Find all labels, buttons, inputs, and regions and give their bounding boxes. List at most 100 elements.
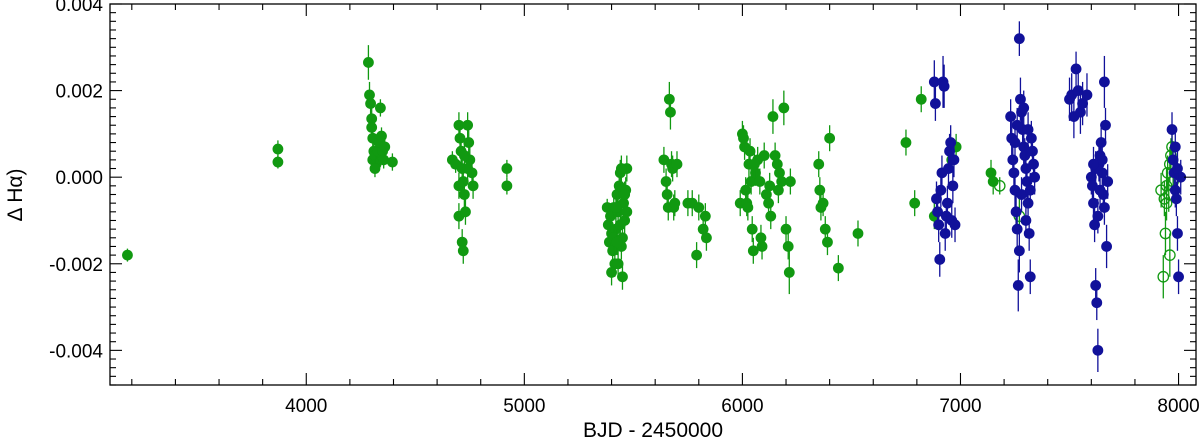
data-point [742,202,754,213]
data-point [758,150,770,161]
data-point [949,219,961,231]
data-point [1010,206,1022,218]
data-point [1094,184,1106,196]
data-point [778,102,790,114]
data-point [852,228,864,239]
data-point [462,163,474,174]
data-point [767,111,779,122]
data-point [462,119,474,131]
data-point [454,132,466,144]
data-point [930,98,941,109]
data-point [1029,171,1041,183]
data-point [671,158,683,170]
data-point [663,93,675,105]
data-point [1091,297,1103,309]
data-point [933,219,945,231]
data-point [1169,184,1181,196]
data-point [745,176,757,187]
data-point [738,132,749,144]
data-point [1024,271,1036,283]
data-point [944,145,955,157]
data-point [1099,202,1110,213]
data-point [1081,89,1093,101]
data-point [824,132,836,144]
data-point [817,197,829,209]
data-point [1088,197,1099,209]
data-point [378,154,390,166]
data-point [467,180,479,192]
data-point [948,154,960,166]
data-point [755,232,767,244]
x-tick-label: 7000 [939,396,981,417]
data-point [693,202,705,213]
data-point [754,176,766,187]
data-point [832,262,844,274]
data-point [1013,245,1025,257]
data-point [928,76,940,88]
data-point [606,267,617,278]
data-point [1172,228,1183,239]
data-point [699,210,711,222]
data-point [763,197,774,209]
data-point [1011,119,1023,131]
data-point [122,249,133,261]
axis-ticks: 4000 5000 6000 7000 8000 0.004 0.002 0.000 -0.00… [49,0,1200,417]
data-point [783,267,795,278]
data-point [993,179,1006,192]
data-point [1172,163,1183,174]
data-point [941,197,953,209]
data-point [363,57,374,68]
series-0 [122,45,999,295]
data-point [1024,184,1036,196]
data-point [935,184,947,196]
data-point [1102,176,1114,187]
data-point [740,184,752,196]
series-2 [928,21,1187,373]
y-tick-label: 0.002 [55,82,103,103]
data-point [756,241,768,252]
y-tick-label: -0.004 [49,341,103,362]
data-point [934,254,946,265]
data-point [1028,158,1039,170]
data-point [782,241,794,252]
data-point [614,219,626,231]
data-point [1095,137,1107,148]
data-point [1092,344,1104,356]
data-point [744,145,756,157]
data-point [366,121,378,133]
data-point [701,232,712,244]
data-point [1022,124,1034,135]
data-point [1101,241,1112,252]
data-point [611,236,623,248]
x-tick-label: 5000 [503,396,545,417]
data-point [375,102,386,114]
data-point [1160,197,1173,210]
data-point [1016,189,1027,200]
data-point [621,206,633,218]
data-point [772,184,784,196]
data-point [1163,249,1176,261]
data-point [1007,154,1019,166]
data-point [501,163,513,174]
data-point [379,141,391,153]
data-point [1096,154,1108,166]
y-tick-label: 0.000 [55,168,103,189]
x-tick-label: 4000 [285,396,327,417]
data-point [1159,227,1172,240]
y-tick-label: 0.004 [55,0,103,16]
data-point [460,206,471,218]
data-point [1011,223,1023,235]
data-point [1013,33,1025,45]
data-point [660,176,672,187]
data-point [813,158,825,170]
data-point [610,202,622,213]
data-point [458,189,470,200]
data-point [665,106,676,118]
x-tick-label: 6000 [721,396,763,417]
data-point [932,206,943,218]
data-point [501,180,513,192]
y-axis-title: Δ Hα) [4,168,27,221]
data-point [387,156,398,168]
data-point [780,223,792,235]
